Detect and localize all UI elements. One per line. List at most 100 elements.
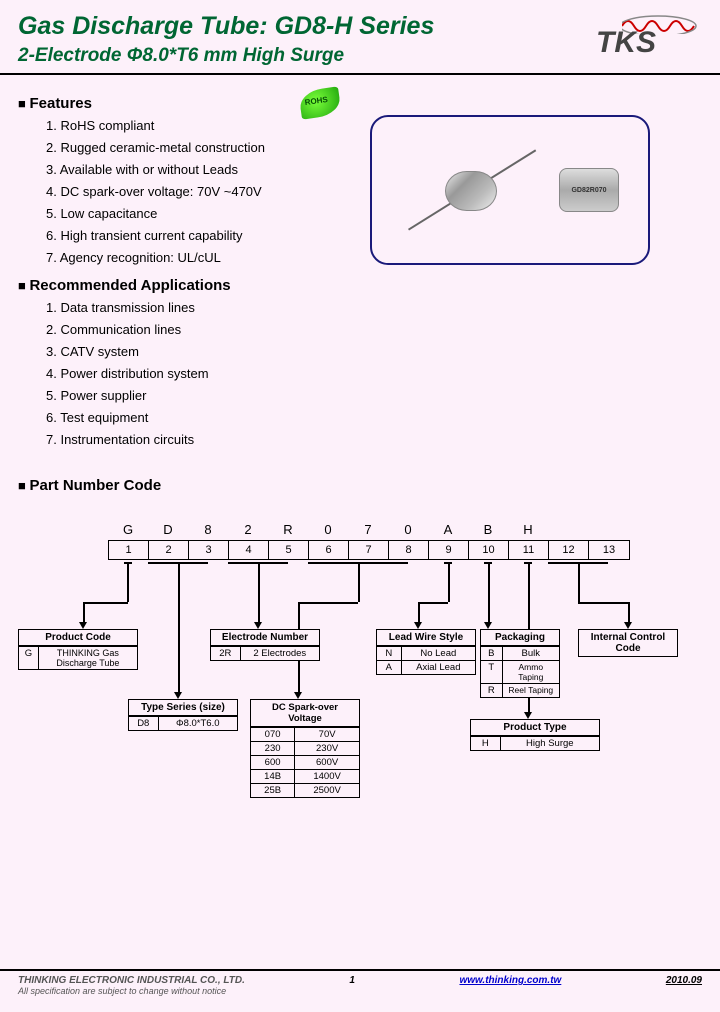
box-title: Product Type (471, 720, 599, 736)
box-cell: T (481, 660, 503, 683)
box-cell: 70V (295, 727, 359, 741)
pn-num: 9 (429, 541, 469, 559)
box-cell: Reel Taping (503, 683, 559, 697)
type-series-box: Type Series (size) D8 Φ8.0*T6.0 (128, 699, 238, 731)
box-cell: 14B (251, 769, 295, 783)
tks-logo: TKS (592, 12, 702, 60)
page-subtitle: 2-Electrode Φ8.0*T6 mm High Surge (18, 45, 592, 67)
footer-left: THINKING ELECTRONIC INDUSTRIAL CO., LTD.… (18, 975, 245, 996)
box-cell: G (19, 646, 39, 669)
list-item: 2. Communication lines (46, 322, 702, 337)
footer-disclaimer: All specification are subject to change … (18, 986, 245, 996)
page-title: Gas Discharge Tube: GD8-H Series (18, 12, 592, 41)
component-label: GD82R070 (571, 187, 606, 194)
box-cell: 600V (295, 755, 359, 769)
pn-num: 7 (349, 541, 389, 559)
box-title: Lead Wire Style (377, 630, 475, 646)
list-item: 4. Power distribution system (46, 366, 702, 381)
pn-num: 11 (509, 541, 549, 559)
box-cell: R (481, 683, 503, 697)
pn-num: 8 (389, 541, 429, 559)
applications-heading: Recommended Applications (18, 277, 702, 294)
logo-text: TKS (596, 26, 656, 60)
box-cell: High Surge (501, 736, 599, 750)
box-cell: No Lead (402, 646, 475, 660)
box-cell: 230V (295, 741, 359, 755)
component-no-lead-icon: GD82R070 (559, 168, 619, 212)
box-title: Electrode Number (211, 630, 319, 646)
box-title: Packaging (481, 630, 559, 646)
pn-num: 6 (309, 541, 349, 559)
pn-letters-row: G D 8 2 R 0 7 0 A B H (108, 522, 628, 537)
pn-letter: B (468, 522, 508, 537)
box-title: DC Spark-over Voltage (251, 700, 359, 727)
box-cell: 1400V (295, 769, 359, 783)
product-image-box: GD82R070 (370, 115, 650, 265)
pn-letter (588, 522, 628, 537)
box-cell: 600 (251, 755, 295, 769)
box-cell: 2 Electrodes (241, 646, 319, 660)
product-code-box: Product Code G THINKING Gas Discharge Tu… (18, 629, 138, 670)
pn-num: 12 (549, 541, 589, 559)
list-item: 6. Test equipment (46, 410, 702, 425)
pn-letter (548, 522, 588, 537)
pn-letter: 7 (348, 522, 388, 537)
box-title: Product Code (19, 630, 137, 646)
pn-letter: A (428, 522, 468, 537)
footer-date: 2010.09 (666, 975, 702, 986)
box-cell: THINKING Gas Discharge Tube (39, 646, 137, 669)
list-item: 1. Data transmission lines (46, 300, 702, 315)
header-titles: Gas Discharge Tube: GD8-H Series 2-Elect… (18, 12, 592, 67)
pn-letter: 0 (308, 522, 348, 537)
features-heading: Features (18, 95, 702, 112)
pn-num: 5 (269, 541, 309, 559)
pn-num: 1 (109, 541, 149, 559)
header: Gas Discharge Tube: GD8-H Series 2-Elect… (0, 0, 720, 75)
box-cell: Ammo Taping (503, 660, 559, 683)
internal-control-box: Internal Control Code (578, 629, 678, 657)
pn-num: 3 (189, 541, 229, 559)
rohs-leaf-icon: ROHS (298, 86, 342, 119)
footer-company: THINKING ELECTRONIC INDUSTRIAL CO., LTD. (18, 975, 245, 986)
box-cell: Bulk (503, 646, 559, 660)
partcode-heading: Part Number Code (18, 477, 702, 494)
box-cell: 230 (251, 741, 295, 755)
pn-numbers-row: 1 2 3 4 5 6 7 8 9 10 11 12 13 (108, 540, 630, 560)
pn-letter: 8 (188, 522, 228, 537)
footer-link[interactable]: www.thinking.com.tw (459, 975, 561, 986)
pn-letter: H (508, 522, 548, 537)
box-cell: H (471, 736, 501, 750)
list-item: 3. CATV system (46, 344, 702, 359)
content-area: ROHS GD82R070 Features 1. RoHS compliant… (0, 75, 720, 852)
part-number-diagram: G D 8 2 R 0 7 0 A B H 1 2 3 4 5 6 7 8 9 … (18, 522, 702, 852)
electrode-box: Electrode Number 2R 2 Electrodes (210, 629, 320, 661)
footer: THINKING ELECTRONIC INDUSTRIAL CO., LTD.… (0, 969, 720, 996)
product-type-box: Product Type HHigh Surge (470, 719, 600, 751)
list-item: 7. Instrumentation circuits (46, 432, 702, 447)
pn-num: 13 (589, 541, 629, 559)
pn-letter: 2 (228, 522, 268, 537)
pn-letter: R (268, 522, 308, 537)
box-cell: 25B (251, 783, 295, 797)
box-cell: Φ8.0*T6.0 (159, 716, 237, 730)
pn-letter: G (108, 522, 148, 537)
pn-letter: D (148, 522, 188, 537)
dc-spark-box: DC Spark-over Voltage 07070V 230230V 600… (250, 699, 360, 798)
applications-list: 1. Data transmission lines 2. Communicat… (18, 300, 702, 447)
box-cell: N (377, 646, 402, 660)
rohs-badge: ROHS (300, 89, 346, 121)
box-cell: A (377, 660, 402, 674)
list-item: 5. Power supplier (46, 388, 702, 403)
pn-num: 10 (469, 541, 509, 559)
component-with-lead-icon (401, 135, 541, 245)
packaging-box: Packaging BBulk TAmmo Taping RReel Tapin… (480, 629, 560, 698)
box-cell: 070 (251, 727, 295, 741)
pn-num: 2 (149, 541, 189, 559)
box-cell: 2500V (295, 783, 359, 797)
box-cell: D8 (129, 716, 159, 730)
box-cell: Axial Lead (402, 660, 475, 674)
box-cell: 2R (211, 646, 241, 660)
box-title: Internal Control Code (579, 630, 677, 656)
lead-wire-box: Lead Wire Style NNo Lead AAxial Lead (376, 629, 476, 675)
box-cell: B (481, 646, 503, 660)
